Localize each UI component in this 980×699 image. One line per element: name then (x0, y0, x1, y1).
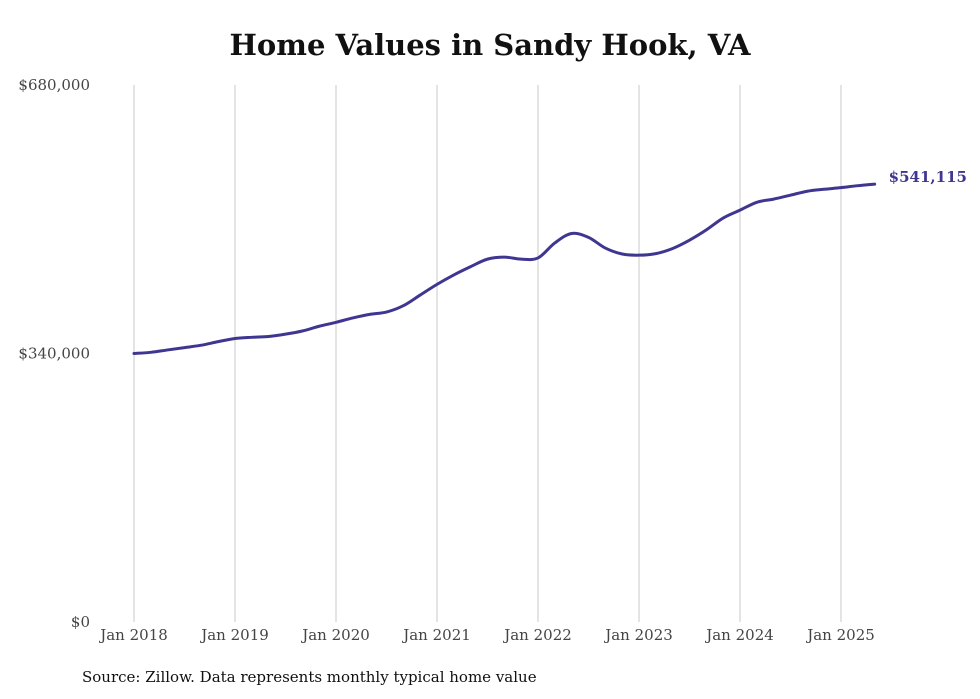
y-axis-ticks: $0 $340,000 $680,000 (18, 76, 90, 631)
x-tick-label: Jan 2021 (401, 626, 471, 644)
source-note: Source: Zillow. Data represents monthly … (82, 668, 537, 686)
x-tick-label: Jan 2020 (300, 626, 370, 644)
x-tick-label: Jan 2018 (98, 626, 168, 644)
x-tick-label: Jan 2022 (502, 626, 572, 644)
latest-value-label: $541,115 (889, 168, 967, 186)
x-tick-label: Jan 2023 (603, 626, 673, 644)
x-tick-label: Jan 2019 (199, 626, 269, 644)
y-tick-label: $340,000 (18, 345, 90, 363)
chart-title: Home Values in Sandy Hook, VA (229, 28, 751, 62)
x-tick-label: Jan 2025 (805, 626, 875, 644)
x-tick-label: Jan 2024 (704, 626, 774, 644)
y-tick-label: $0 (71, 613, 90, 631)
gridlines (133, 85, 842, 622)
x-axis-ticks: Jan 2018 Jan 2019 Jan 2020 Jan 2021 Jan 2022… (98, 626, 875, 644)
home-value-line (132, 182, 877, 355)
y-tick-label: $680,000 (18, 76, 90, 94)
series-layer: $541,115 (132, 168, 967, 355)
